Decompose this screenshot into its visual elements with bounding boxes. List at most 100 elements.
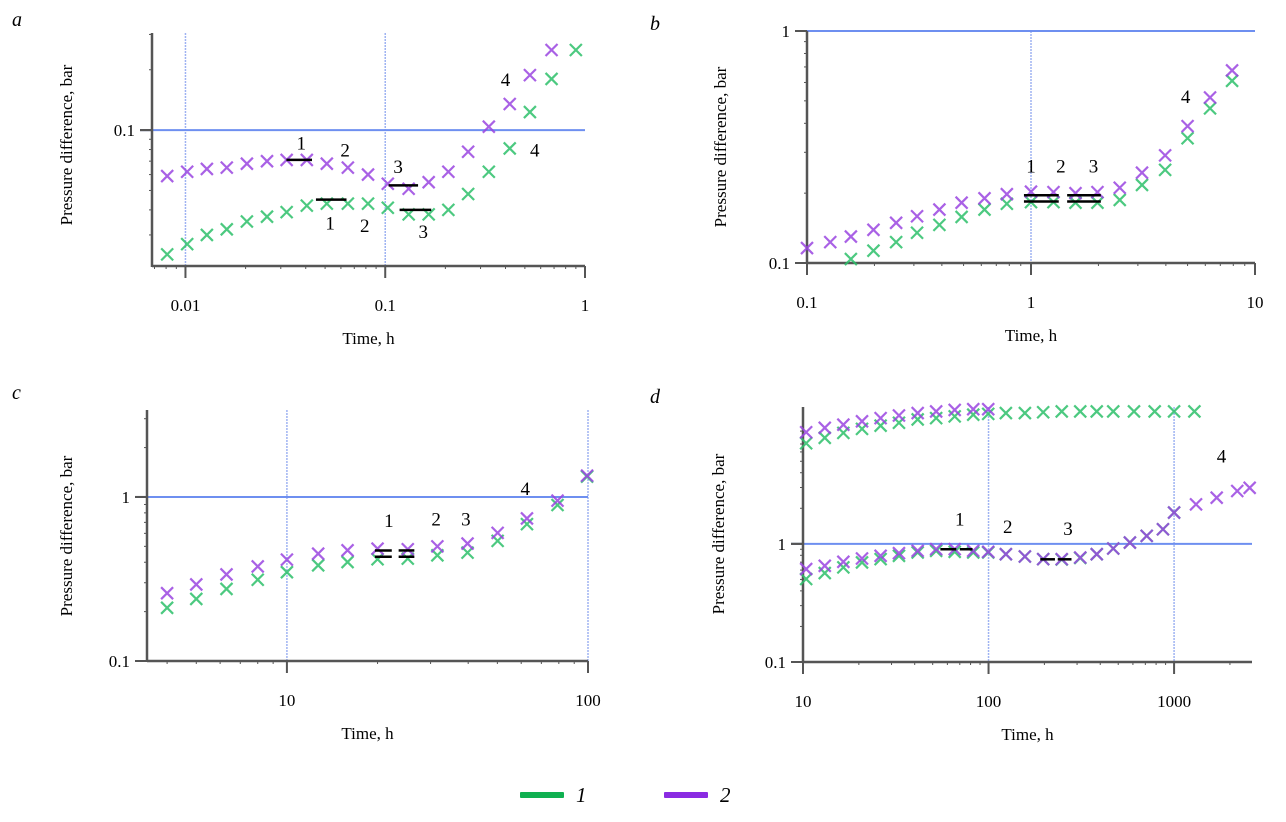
- data-point: [1158, 148, 1172, 163]
- x-tick-label: 100: [976, 692, 1002, 711]
- data-point: [855, 551, 869, 566]
- data-point: [799, 436, 813, 451]
- data-point: [482, 164, 496, 179]
- data-point: [844, 252, 858, 266]
- x-axis-title: Time, h: [1001, 725, 1054, 744]
- data-point: [1106, 404, 1121, 419]
- series-1: [160, 43, 583, 262]
- data-point: [1203, 101, 1217, 116]
- data-point: [461, 187, 475, 201]
- data-point: [180, 164, 194, 179]
- data-point: [1139, 529, 1154, 543]
- data-point: [981, 407, 995, 421]
- regime-label: 4: [1217, 446, 1227, 467]
- regime-label: 2: [1056, 157, 1066, 178]
- x-axis-title: Time, h: [341, 724, 394, 743]
- data-point: [817, 421, 832, 435]
- panel-letter: d: [650, 386, 661, 408]
- data-point: [844, 229, 858, 244]
- legend: 1 2: [520, 780, 780, 810]
- data-point: [461, 144, 475, 159]
- data-point: [1225, 63, 1239, 78]
- data-point: [1123, 535, 1137, 550]
- series-2: [160, 43, 559, 196]
- panel-d: d 10 100 1000 0.1 1 Time, h Pressure difference…: [650, 386, 1257, 744]
- data-point: [1158, 163, 1172, 177]
- data-point: [1112, 193, 1127, 207]
- data-point: [1187, 404, 1202, 419]
- y-axis-title: Pressure difference, bar: [709, 453, 728, 614]
- data-point: [189, 592, 204, 606]
- data-point: [873, 549, 888, 563]
- panel-c: c 10 100 0.1 1 Time, h Pressure difference, ba…: [12, 382, 601, 743]
- regime-label: 3: [461, 509, 471, 530]
- data-point: [910, 544, 925, 558]
- data-point: [873, 411, 888, 425]
- data-point: [279, 205, 294, 219]
- data-point: [569, 43, 583, 57]
- data-point: [1089, 547, 1104, 561]
- data-point: [817, 559, 832, 573]
- data-point: [219, 582, 234, 596]
- regime-label: 3: [1063, 519, 1073, 540]
- data-point: [981, 402, 995, 416]
- data-point: [381, 176, 395, 191]
- data-point: [1180, 119, 1195, 133]
- regime-label: 2: [340, 140, 350, 161]
- x-tick-label: 10: [278, 691, 295, 710]
- data-point: [1089, 404, 1104, 419]
- y-tick-label: 0.1: [109, 652, 130, 671]
- data-point: [1189, 497, 1203, 512]
- data-point: [160, 247, 174, 262]
- data-point: [954, 195, 969, 210]
- data-point: [947, 403, 962, 417]
- data-point: [910, 225, 924, 240]
- regime-label: 3: [419, 222, 429, 243]
- data-point: [1209, 490, 1224, 505]
- data-point: [370, 552, 385, 567]
- data-point: [1225, 74, 1239, 88]
- data-point: [1106, 541, 1121, 556]
- data-point: [544, 72, 559, 86]
- data-point: [1054, 404, 1069, 419]
- data-point: [966, 407, 981, 422]
- data-point: [929, 542, 943, 556]
- data-point: [929, 404, 943, 419]
- data-point: [311, 558, 325, 573]
- data-point: [219, 222, 234, 237]
- x-axis-title: Time, h: [342, 329, 395, 348]
- x-tick-label: 1: [1027, 293, 1036, 312]
- data-point: [523, 68, 537, 82]
- data-point: [999, 406, 1013, 420]
- data-point: [240, 156, 254, 171]
- data-point: [966, 402, 981, 416]
- data-point: [892, 546, 906, 560]
- data-point: [280, 552, 294, 567]
- data-point: [219, 567, 234, 582]
- data-point: [999, 547, 1013, 561]
- data-point: [200, 162, 214, 176]
- data-point: [1203, 90, 1217, 105]
- data-point: [836, 560, 851, 575]
- data-point: [160, 586, 174, 600]
- series-1-upper: [799, 404, 1202, 451]
- legend-label-1: 1: [576, 782, 587, 807]
- data-point: [823, 235, 838, 249]
- data-point: [381, 200, 395, 215]
- data-point: [200, 228, 214, 242]
- data-point: [189, 577, 204, 592]
- x-tick-label: 100: [575, 691, 601, 710]
- data-point: [947, 409, 962, 424]
- legend-item-2: 2: [664, 780, 731, 810]
- data-point: [892, 408, 906, 423]
- data-point: [1156, 522, 1170, 537]
- regime-label: 2: [431, 509, 441, 530]
- data-point: [580, 468, 594, 483]
- panel-a: a 0.01 0.1 1 0.1 Time, h Pressure difference, …: [12, 9, 589, 348]
- regime-label: 2: [360, 216, 370, 237]
- y-tick-label: 0.1: [765, 653, 786, 672]
- regime-label: 1: [297, 134, 307, 155]
- data-point: [892, 549, 906, 563]
- x-tick-label: 0.01: [171, 296, 201, 315]
- data-point: [1000, 187, 1014, 201]
